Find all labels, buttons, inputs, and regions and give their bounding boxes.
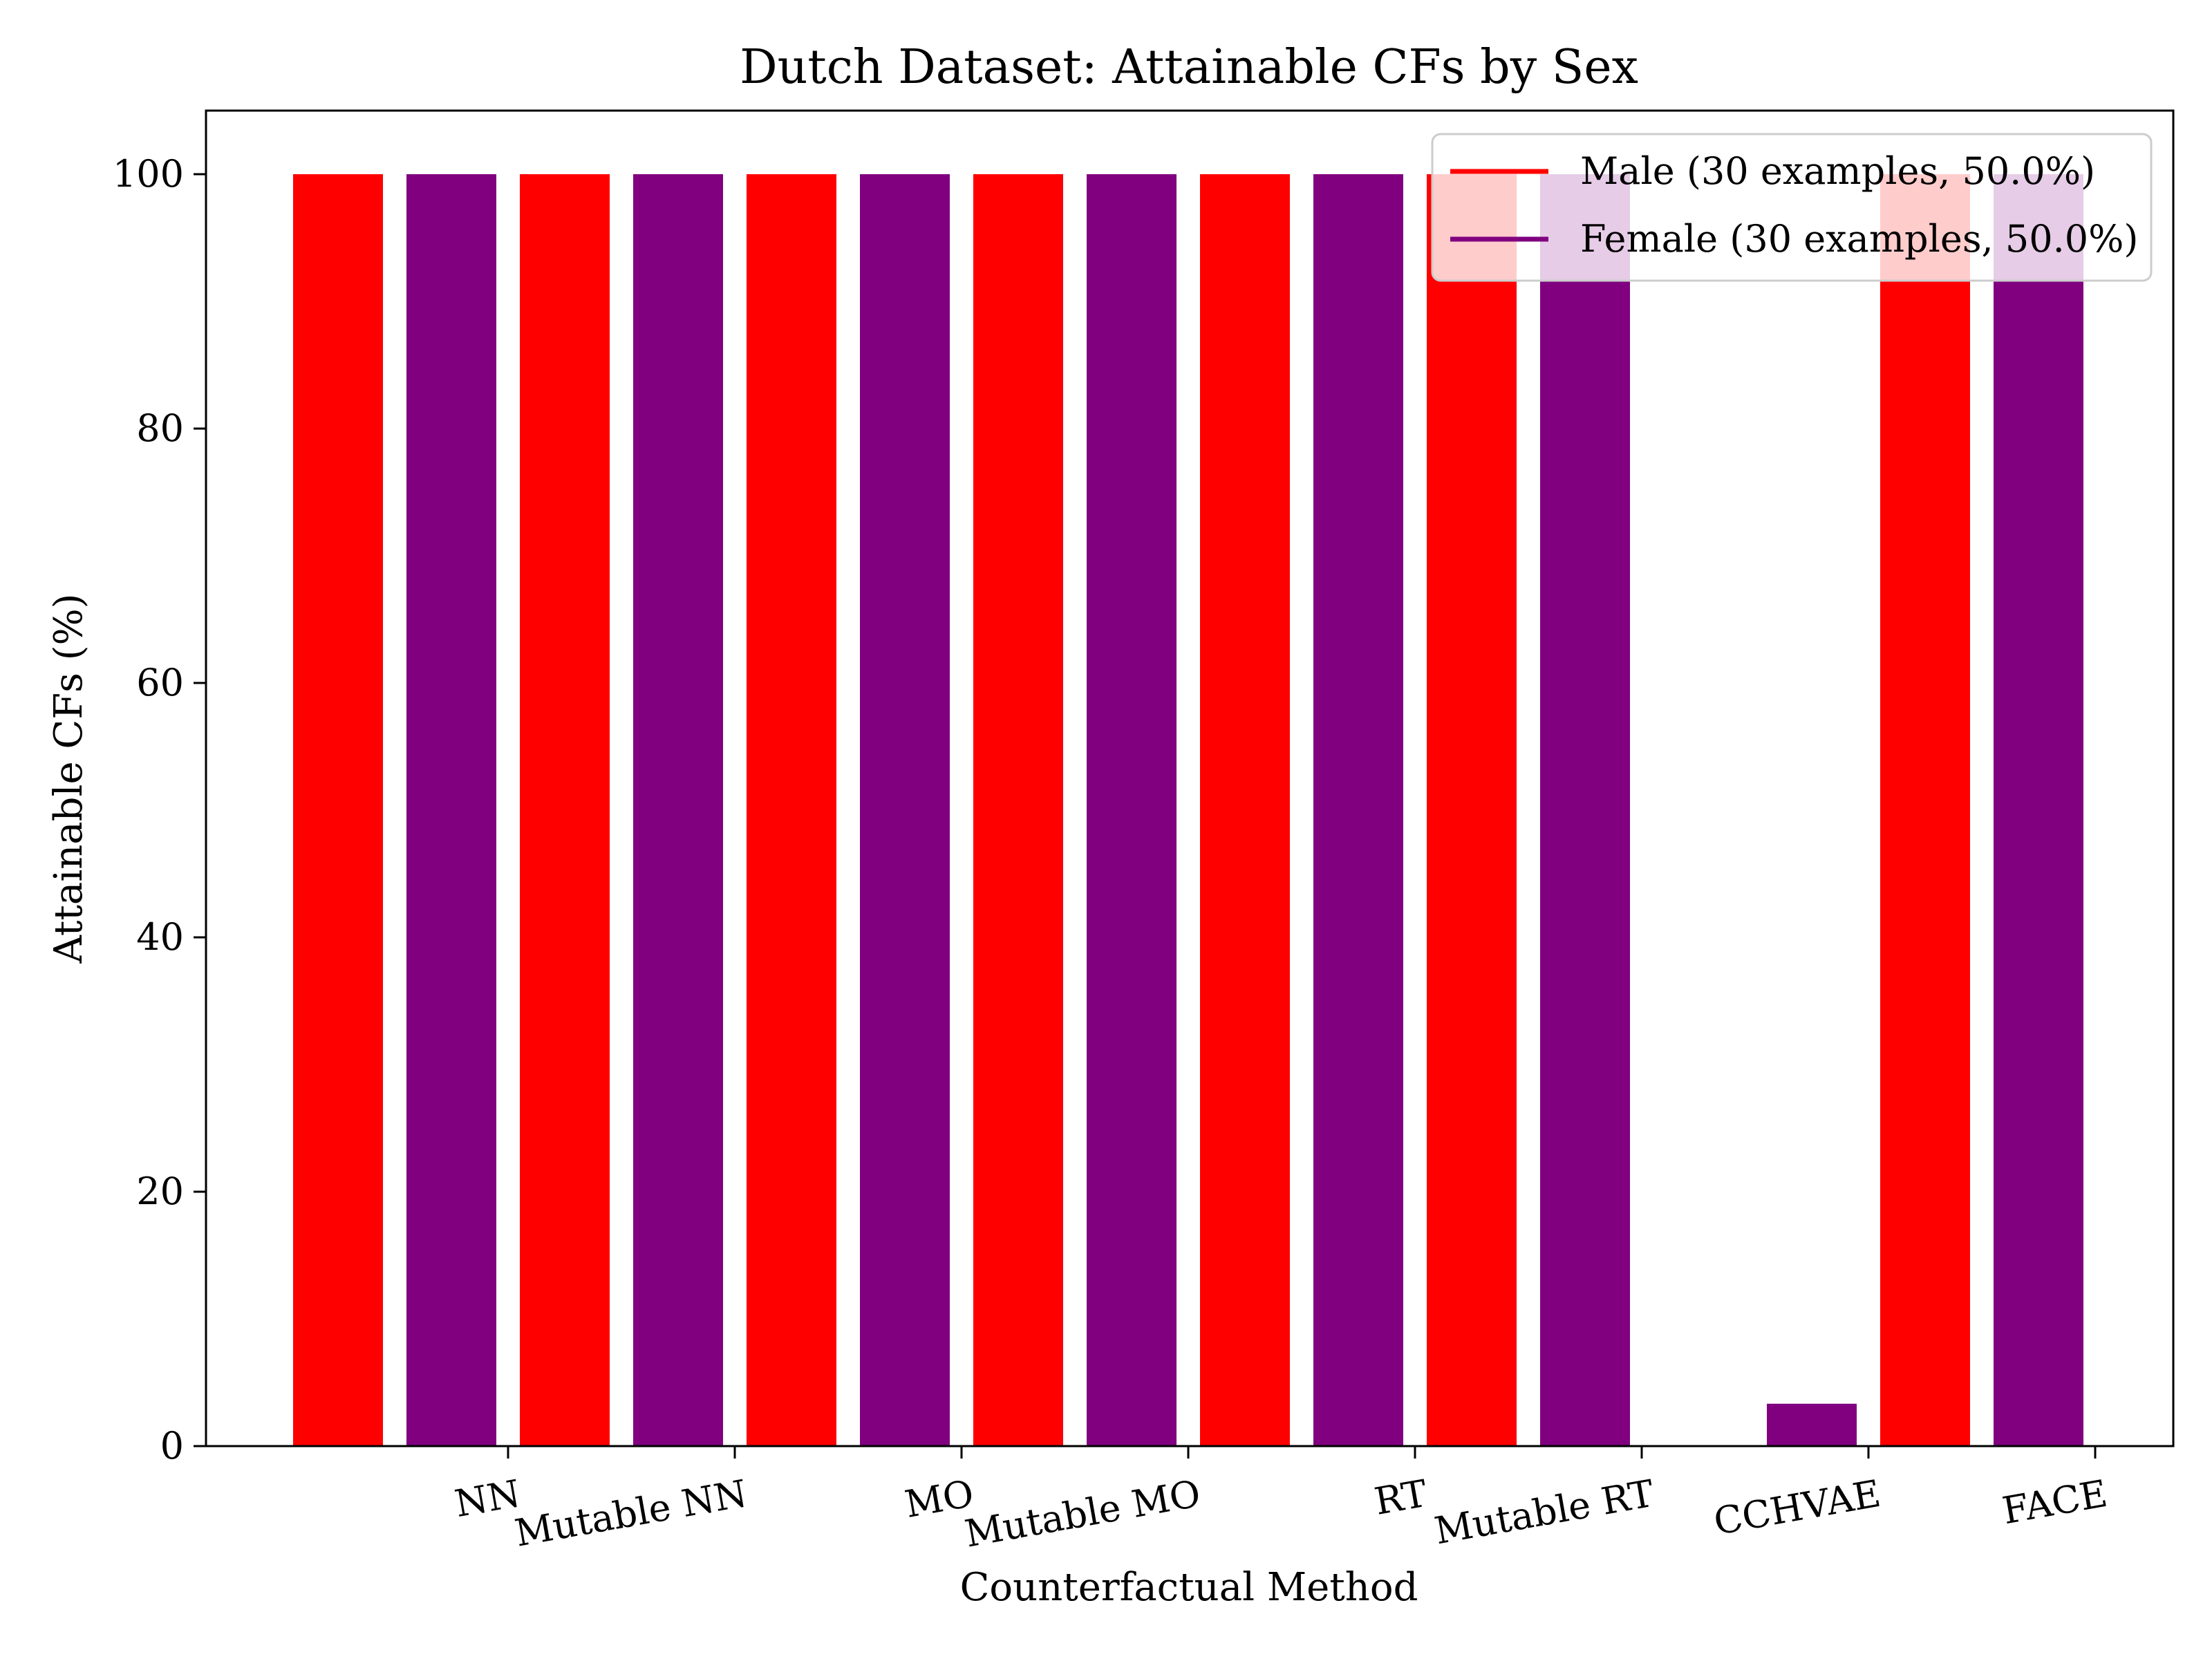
bar-male-1 xyxy=(520,174,610,1446)
bar-female-6 xyxy=(1767,1403,1857,1446)
bar-female-2 xyxy=(860,174,950,1446)
y-tick-label: 20 xyxy=(136,1170,184,1213)
bar-male-7 xyxy=(1880,174,1970,1446)
bar-male-3 xyxy=(973,174,1063,1446)
y-axis-label: Attainable CFs (%) xyxy=(46,593,91,964)
x-tick-label: RT xyxy=(1371,1472,1431,1524)
bar-male-0 xyxy=(293,174,383,1446)
bar-male-4 xyxy=(1200,174,1290,1446)
y-axis: 0 20 40 60 80 100 xyxy=(113,152,206,1468)
chart-title: Dutch Dataset: Attainable CFs by Sex xyxy=(740,40,1638,95)
y-tick-label: 100 xyxy=(113,152,184,196)
bar-male-5 xyxy=(1427,174,1517,1446)
plot-frame xyxy=(205,109,2175,1447)
legend-label-female: Female (30 examples, 50.0%) xyxy=(1580,217,2138,261)
bar-male-2 xyxy=(747,174,836,1446)
bar-female-0 xyxy=(406,174,496,1446)
x-axis-label: Counterfactual Method xyxy=(960,1565,1418,1610)
bar-female-3 xyxy=(1087,174,1177,1446)
y-tick-label: 60 xyxy=(136,661,184,704)
bars-group xyxy=(293,174,2083,1446)
bar-female-7 xyxy=(1994,174,2083,1446)
y-tick-label: 80 xyxy=(136,406,184,450)
bar-female-4 xyxy=(1313,174,1403,1446)
bar-female-5 xyxy=(1540,174,1630,1446)
legend-label-male: Male (30 examples, 50.0%) xyxy=(1580,149,2095,193)
y-tick-label: 40 xyxy=(136,915,184,959)
y-tick-label: 0 xyxy=(160,1424,184,1468)
bar-female-1 xyxy=(633,174,723,1446)
legend: Male (30 examples, 50.0%) Female (30 exa… xyxy=(1431,133,2153,282)
legend-box xyxy=(1431,133,2153,282)
